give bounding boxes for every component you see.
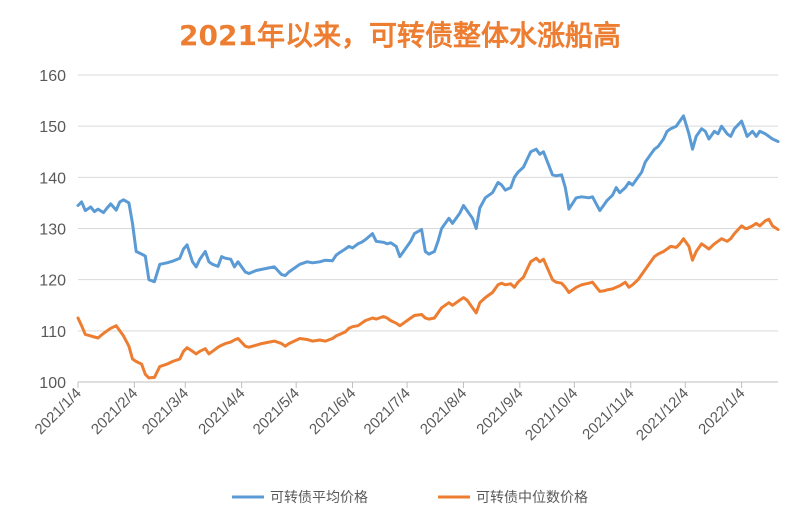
series-line-1 xyxy=(76,114,780,284)
gridlines xyxy=(78,74,778,383)
legend-label-1: 可转债平均价格 xyxy=(270,489,368,505)
series-line-2 xyxy=(76,217,780,380)
y-tick-label: 150 xyxy=(39,119,66,136)
y-tick-label: 130 xyxy=(39,222,66,239)
y-tick-label: 120 xyxy=(39,273,66,290)
x-tick-label: 2021/11/4 xyxy=(579,385,637,443)
x-tick-label: 2021/1/4 xyxy=(32,385,85,438)
x-tick-label: 2021/3/4 xyxy=(139,385,192,438)
y-axis-ticks: 100 110 120 130 140 150 160 xyxy=(39,68,66,392)
y-tick-label: 110 xyxy=(40,324,66,341)
legend: 可转债平均价格 可转债中位数价格 xyxy=(232,489,588,505)
x-tick-label: 2021/9/4 xyxy=(473,385,526,438)
x-tick-label: 2021/2/4 xyxy=(88,385,141,438)
series-lines xyxy=(76,114,780,380)
x-tick-label: 2021/7/4 xyxy=(361,385,414,438)
y-tick-label: 140 xyxy=(39,170,66,187)
chart-title: 2021年以来，可转债整体水涨船高 xyxy=(179,19,621,52)
x-tick-label: 2021/10/4 xyxy=(522,385,581,444)
x-tick-label: 2021/8/4 xyxy=(417,385,470,438)
x-tick-label: 2021/12/4 xyxy=(633,385,692,444)
legend-label-2: 可转债中位数价格 xyxy=(476,489,588,505)
x-tick-label: 2022/1/4 xyxy=(695,385,748,438)
x-tick-label: 2021/4/4 xyxy=(195,385,248,438)
y-tick-label: 160 xyxy=(39,68,66,85)
x-tick-label: 2021/5/4 xyxy=(250,385,303,438)
x-tick-label: 2021/6/4 xyxy=(306,385,359,438)
y-tick-label: 100 xyxy=(39,375,66,392)
